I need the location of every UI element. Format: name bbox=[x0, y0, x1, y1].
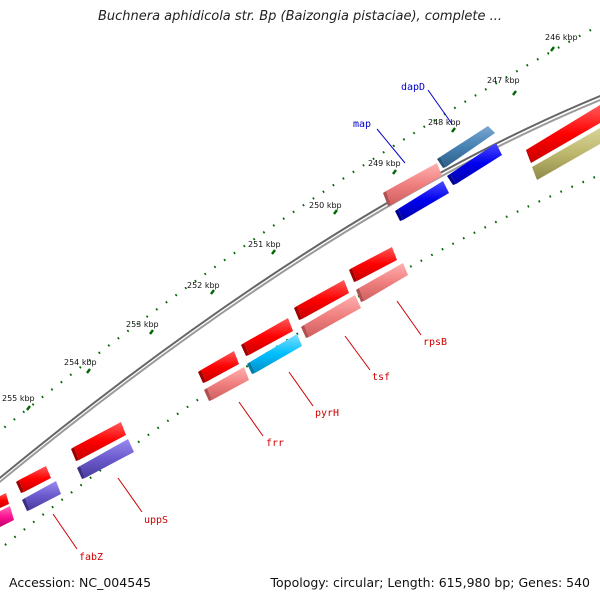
feature-olive-right-edge[interactable] bbox=[532, 128, 600, 180]
gene-label-uppS[interactable]: uppS bbox=[144, 515, 168, 526]
tick-label-246: 246 kbp bbox=[545, 33, 578, 42]
backbone-outer bbox=[0, 95, 600, 480]
feature-dapD[interactable] bbox=[437, 126, 495, 168]
feature-pyrH[interactable] bbox=[247, 334, 302, 374]
gene-label-pyrH[interactable]: pyrH bbox=[315, 408, 339, 419]
tick-label-250: 250 kbp bbox=[309, 201, 342, 210]
feature-frr[interactable] bbox=[204, 367, 249, 401]
feature-uppS-red[interactable] bbox=[71, 422, 126, 461]
gene-labels: dapD map rpsB tsf pyrH frr uppS fabZ bbox=[79, 82, 447, 563]
feature-fabZ-red[interactable] bbox=[16, 466, 51, 493]
gene-label-fabZ[interactable]: fabZ bbox=[79, 552, 103, 563]
feature-frr-red[interactable] bbox=[198, 351, 239, 383]
backbone-inner bbox=[0, 99, 600, 484]
tick-label-248: 248 kbp bbox=[428, 118, 461, 127]
tick-label-253: 253 kbp bbox=[126, 320, 159, 329]
tick-label-254: 254 kbp bbox=[64, 358, 97, 367]
feature-map[interactable] bbox=[383, 163, 442, 206]
feature-fabZ[interactable] bbox=[22, 481, 61, 511]
feature-magenta-left-edge[interactable] bbox=[0, 506, 14, 527]
feature-red-right-edge[interactable] bbox=[526, 105, 600, 163]
tick-label-251: 251 kbp bbox=[248, 240, 281, 249]
tick-label-252: 252 kbp bbox=[187, 281, 220, 290]
tick-label-247: 247 kbp bbox=[487, 76, 520, 85]
feature-rpsB-red[interactable] bbox=[349, 247, 397, 282]
tick-labels: 246 kbp 247 kbp 248 kbp 249 kbp 250 kbp … bbox=[2, 33, 578, 403]
genome-summary-text: Topology: circular; Length: 615,980 bp; … bbox=[270, 575, 591, 590]
feature-tsf[interactable] bbox=[301, 295, 361, 338]
feature-blue-lower[interactable] bbox=[395, 181, 449, 221]
tick-label-255: 255 kbp bbox=[2, 394, 35, 403]
feature-uppS[interactable] bbox=[77, 439, 134, 479]
major-tick-marks bbox=[26, 46, 555, 411]
outer-tick-ring bbox=[0, 24, 600, 433]
feature-blue-upper[interactable] bbox=[447, 143, 502, 185]
gene-label-tsf[interactable]: tsf bbox=[372, 372, 390, 383]
gene-label-rpsB[interactable]: rpsB bbox=[423, 337, 447, 348]
gene-label-frr[interactable]: frr bbox=[266, 438, 284, 449]
genome-title: Buchnera aphidicola str. Bp (Baizongia p… bbox=[97, 9, 503, 24]
feature-tsf-red[interactable] bbox=[294, 280, 349, 320]
gene-label-leaders bbox=[52, 89, 453, 550]
feature-rpsB[interactable] bbox=[356, 263, 408, 302]
gene-features bbox=[0, 105, 600, 527]
feature-red-left-edge[interactable] bbox=[0, 493, 9, 508]
feature-pyrH-red[interactable] bbox=[241, 318, 293, 356]
accession-text: Accession: NC_004545 bbox=[9, 575, 152, 590]
gene-label-dapD[interactable]: dapD bbox=[401, 82, 425, 93]
tick-label-249: 249 kbp bbox=[368, 159, 401, 168]
gene-label-map[interactable]: map bbox=[353, 119, 371, 130]
